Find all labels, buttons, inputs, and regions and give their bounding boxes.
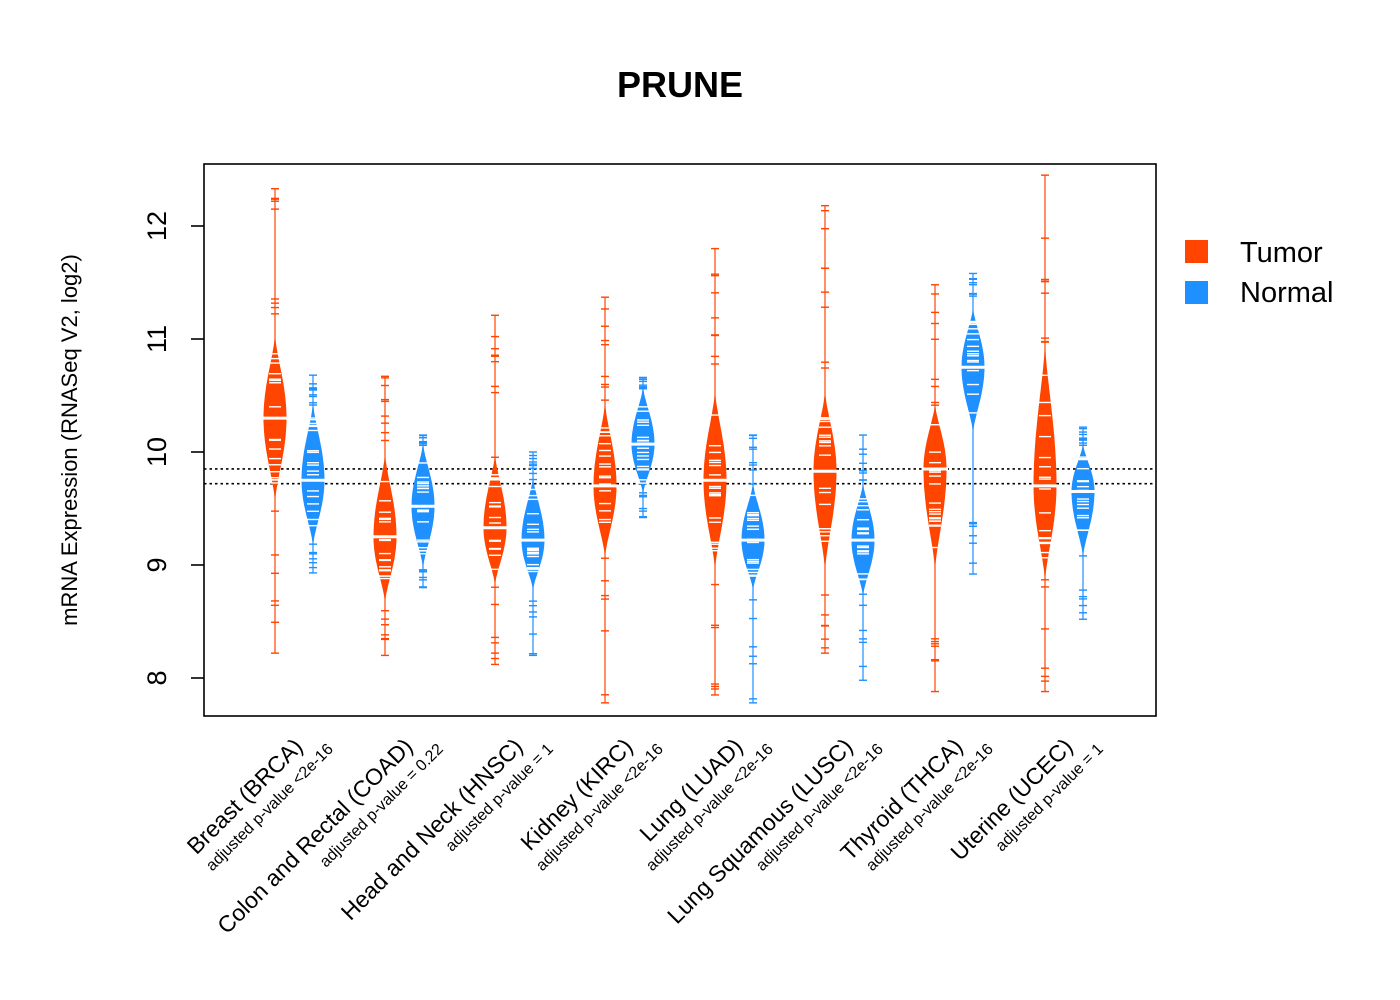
- legend-label-normal: Normal: [1240, 277, 1333, 309]
- y-tick-label: 11: [142, 325, 172, 353]
- tumor-6-density: [923, 406, 947, 566]
- plot-frame: [203, 163, 1157, 717]
- y-tick-label: 8: [142, 670, 172, 685]
- tumor-6-bean: [922, 284, 948, 693]
- normal-2-bean: [520, 451, 546, 657]
- tumor-1-density: [373, 457, 397, 599]
- tumor-2-bean: [482, 314, 508, 666]
- normal-6-bean: [960, 272, 986, 575]
- tumor-3-bean: [592, 296, 618, 704]
- chart-title: PRUNE: [617, 64, 743, 105]
- legend-label-tumor: Tumor: [1240, 237, 1323, 269]
- normal-0-bean: [300, 374, 326, 574]
- tumor-7-density: [1033, 350, 1057, 577]
- normal-3-bean: [630, 376, 656, 519]
- legend: Tumor Normal: [1185, 237, 1333, 309]
- y-tick-label: 12: [142, 211, 172, 241]
- tumor-0-bean: [262, 188, 288, 654]
- normal-7-density: [1071, 446, 1095, 554]
- y-axis-label: mRNA Expression (RNASeq V2, log2): [57, 254, 82, 626]
- normal-5-bean: [850, 434, 876, 681]
- tumor-3-density: [593, 406, 617, 554]
- normal-1-bean: [410, 434, 436, 589]
- x-axis-labels: Breast (BRCA)adjusted p-value <2e-16Colo…: [182, 733, 1107, 938]
- legend-swatch-tumor: [1185, 240, 1208, 263]
- normal-4-bean: [740, 434, 766, 704]
- normal-7-bean: [1070, 426, 1096, 620]
- tumor-1-bean: [372, 375, 398, 657]
- tumor-4-bean: [702, 247, 728, 696]
- tumor-7-bean: [1032, 174, 1058, 693]
- normal-2-density: [521, 480, 545, 588]
- legend-swatch-normal: [1185, 281, 1208, 304]
- tumor-2-density: [483, 457, 507, 583]
- plot-area: [204, 174, 1156, 704]
- y-axis: 8 9 10 11 12: [142, 211, 204, 686]
- y-tick-label: 9: [142, 557, 172, 572]
- tumor-5-bean: [812, 204, 838, 654]
- y-tick-label: 10: [142, 437, 172, 467]
